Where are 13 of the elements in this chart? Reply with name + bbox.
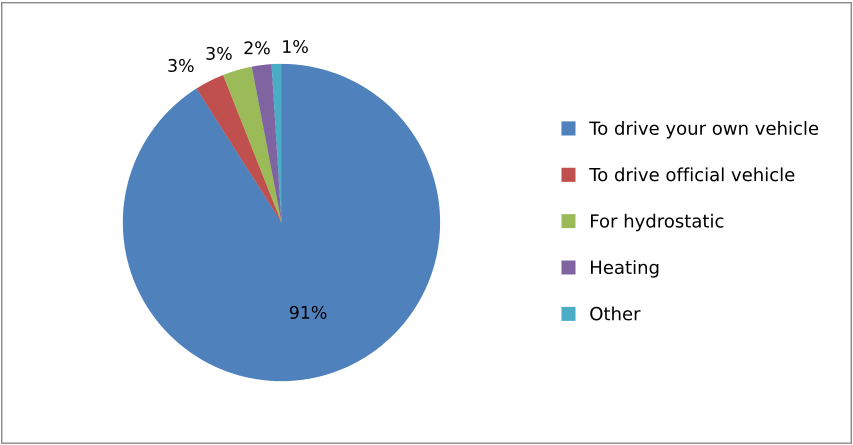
pie-slice	[252, 64, 282, 222]
data-label: 1%	[283, 40, 308, 54]
data-label: 3%	[206, 46, 232, 60]
pie-slice	[196, 74, 282, 222]
legend-label: For hydrostatic	[591, 214, 724, 232]
data-label: 2%	[244, 41, 270, 54]
data-label: 3%	[168, 58, 194, 72]
legend-label: To drive official vehicle	[589, 167, 794, 182]
legend-label: To drive your own vehicle	[589, 121, 818, 139]
pie-slice	[223, 66, 282, 222]
data-label: 91%	[290, 306, 326, 319]
legend-label: Heating	[591, 260, 658, 278]
legend-label: Other	[590, 306, 641, 320]
